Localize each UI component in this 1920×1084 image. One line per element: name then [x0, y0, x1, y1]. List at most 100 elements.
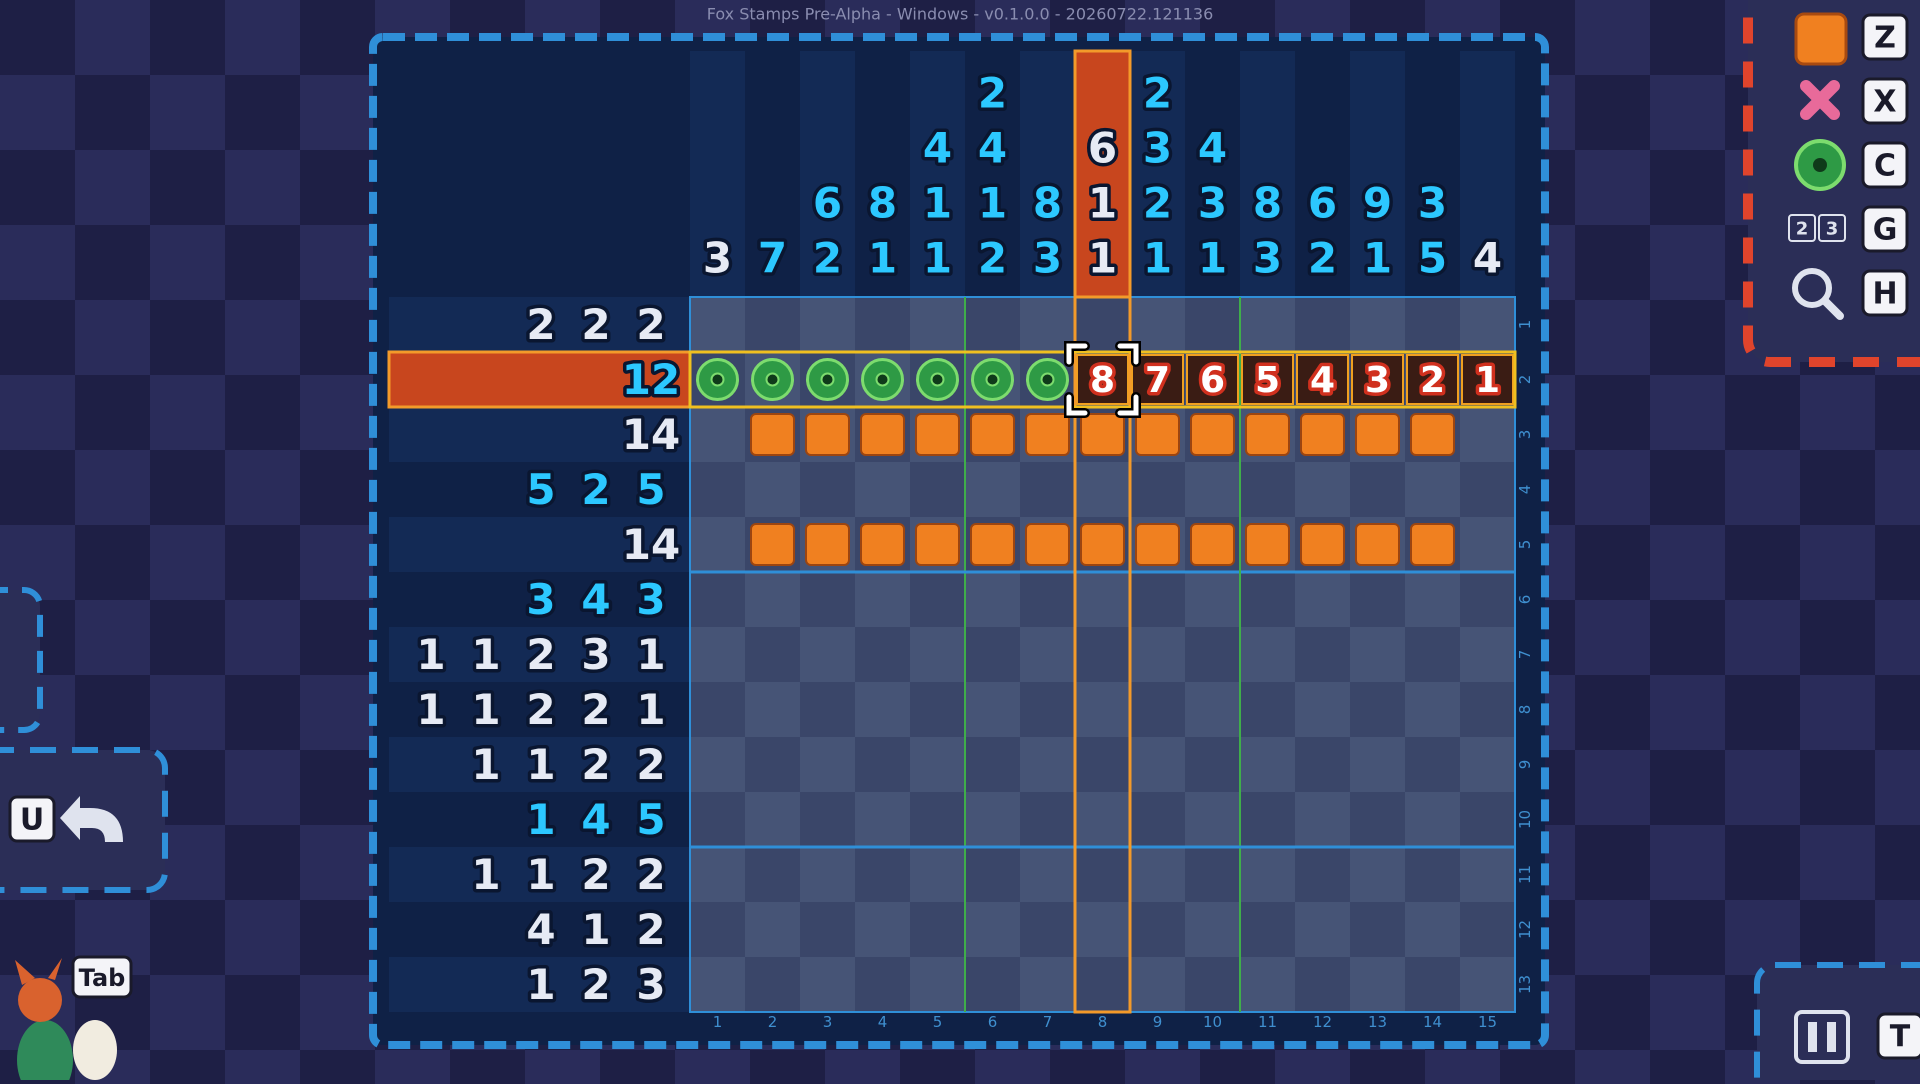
cell[interactable] — [1460, 627, 1515, 682]
cell[interactable] — [965, 462, 1020, 517]
cell[interactable] — [1075, 572, 1130, 627]
cell[interactable] — [1405, 627, 1460, 682]
cell[interactable] — [1020, 792, 1075, 847]
cell[interactable] — [1350, 957, 1405, 1012]
cell[interactable] — [855, 847, 910, 902]
cell[interactable] — [745, 627, 800, 682]
cell[interactable] — [1240, 737, 1295, 792]
cell[interactable] — [1405, 682, 1460, 737]
cell[interactable] — [1185, 297, 1240, 352]
cell[interactable] — [1405, 957, 1460, 1012]
cell[interactable] — [855, 902, 910, 957]
cell[interactable] — [965, 682, 1020, 737]
cell[interactable] — [910, 792, 965, 847]
cell[interactable] — [1460, 297, 1515, 352]
cell[interactable] — [745, 737, 800, 792]
cell[interactable] — [1075, 682, 1130, 737]
cell[interactable] — [745, 297, 800, 352]
cell[interactable] — [1020, 572, 1075, 627]
cell[interactable] — [690, 737, 745, 792]
cell[interactable] — [800, 792, 855, 847]
cell[interactable] — [800, 682, 855, 737]
cell[interactable] — [800, 572, 855, 627]
cell[interactable] — [1405, 737, 1460, 792]
cell[interactable] — [1075, 737, 1130, 792]
cell[interactable] — [1295, 902, 1350, 957]
key-cap[interactable] — [1876, 1012, 1920, 1060]
cell[interactable] — [1020, 627, 1075, 682]
cell[interactable] — [1020, 847, 1075, 902]
cell[interactable] — [1185, 957, 1240, 1012]
cell[interactable] — [690, 957, 745, 1012]
cell[interactable] — [910, 847, 965, 902]
cell[interactable] — [1240, 462, 1295, 517]
cell[interactable] — [1240, 957, 1295, 1012]
key-cap[interactable] — [1861, 77, 1909, 125]
cell[interactable] — [1295, 792, 1350, 847]
cell[interactable] — [1130, 462, 1185, 517]
cell[interactable] — [910, 902, 965, 957]
cell[interactable] — [910, 572, 965, 627]
cell[interactable] — [1295, 847, 1350, 902]
cell[interactable] — [1460, 737, 1515, 792]
cell[interactable] — [855, 957, 910, 1012]
cell[interactable] — [1130, 737, 1185, 792]
cell[interactable] — [800, 462, 855, 517]
cell[interactable] — [1350, 572, 1405, 627]
cell[interactable] — [1460, 792, 1515, 847]
cell[interactable] — [855, 682, 910, 737]
cell[interactable] — [1405, 792, 1460, 847]
count-tool-box[interactable] — [1788, 214, 1816, 242]
cell[interactable] — [1075, 957, 1130, 1012]
cell[interactable] — [800, 737, 855, 792]
cell[interactable] — [690, 407, 745, 462]
cell[interactable] — [1020, 737, 1075, 792]
cell[interactable] — [855, 627, 910, 682]
cell[interactable] — [1130, 847, 1185, 902]
cell[interactable] — [745, 682, 800, 737]
cell[interactable] — [1240, 572, 1295, 627]
key-cap[interactable] — [1861, 205, 1909, 253]
cell[interactable] — [1240, 902, 1295, 957]
cell[interactable] — [910, 297, 965, 352]
cell[interactable] — [1295, 737, 1350, 792]
key-cap[interactable] — [1861, 269, 1909, 317]
cell[interactable] — [910, 627, 965, 682]
cell[interactable] — [965, 902, 1020, 957]
cell[interactable] — [800, 627, 855, 682]
cell[interactable] — [1295, 297, 1350, 352]
cell[interactable] — [855, 792, 910, 847]
cell[interactable] — [1075, 847, 1130, 902]
cell[interactable] — [1130, 792, 1185, 847]
cell[interactable] — [1405, 902, 1460, 957]
cell[interactable] — [1350, 737, 1405, 792]
cell[interactable] — [1240, 847, 1295, 902]
key-cap[interactable] — [71, 955, 133, 999]
cell[interactable] — [690, 517, 745, 572]
cell[interactable] — [1185, 462, 1240, 517]
hint-tool[interactable] — [1792, 268, 1832, 308]
cell[interactable] — [855, 572, 910, 627]
cell[interactable] — [1240, 627, 1295, 682]
cell[interactable] — [690, 682, 745, 737]
cell[interactable] — [1185, 792, 1240, 847]
pause-icon[interactable] — [1794, 1010, 1850, 1064]
cell[interactable] — [1460, 462, 1515, 517]
cell[interactable] — [745, 847, 800, 902]
cell[interactable] — [690, 792, 745, 847]
cell[interactable] — [1350, 682, 1405, 737]
cell[interactable] — [1020, 682, 1075, 737]
cell[interactable] — [1405, 462, 1460, 517]
cell[interactable] — [1295, 627, 1350, 682]
cell[interactable] — [745, 572, 800, 627]
cell[interactable] — [1295, 957, 1350, 1012]
cell[interactable] — [1405, 847, 1460, 902]
cell[interactable] — [1075, 902, 1130, 957]
cell[interactable] — [1240, 682, 1295, 737]
cell[interactable] — [800, 847, 855, 902]
cell[interactable] — [1130, 957, 1185, 1012]
cell[interactable] — [745, 462, 800, 517]
cell[interactable] — [910, 957, 965, 1012]
undo-icon[interactable] — [60, 796, 123, 842]
cell[interactable] — [965, 627, 1020, 682]
